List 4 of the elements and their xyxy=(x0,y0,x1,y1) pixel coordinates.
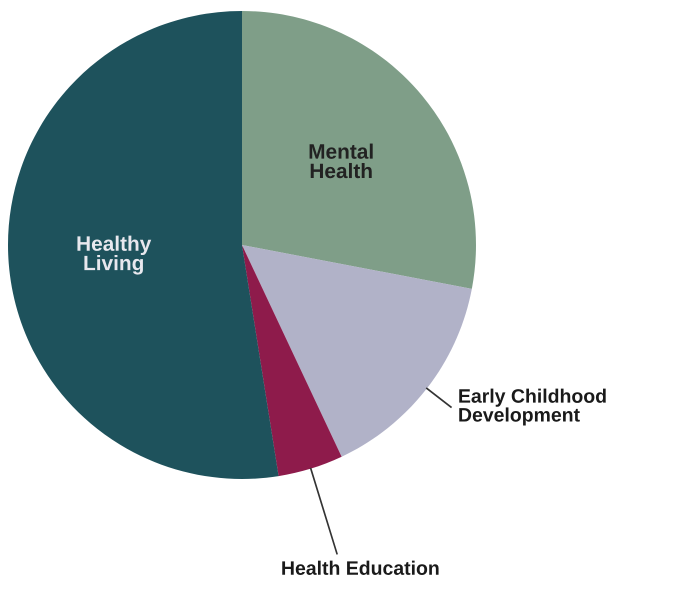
slice-label: Healthy Living xyxy=(77,236,152,275)
slice-label: Early Childhood Development xyxy=(459,388,606,426)
slice-label: Mental Health xyxy=(310,144,373,178)
slice-label: Health Education xyxy=(282,560,439,575)
